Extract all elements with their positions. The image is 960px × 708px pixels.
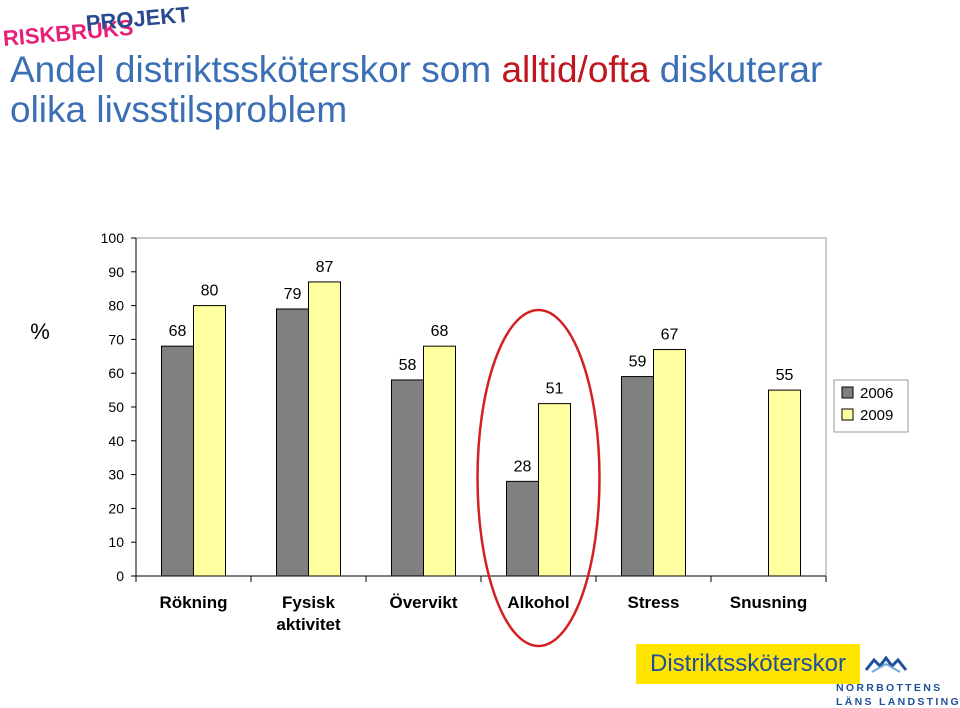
org-name-line2: LÄNS LANDSTING — [836, 696, 960, 708]
data-label-2009-2: 68 — [431, 323, 449, 340]
y-tick-label-90: 90 — [108, 264, 124, 280]
bar-2006-0 — [161, 345, 194, 577]
y-tick-label-0: 0 — [116, 568, 124, 584]
y-tick-label-10: 10 — [108, 534, 124, 550]
title-part1: Andel distriktssköterskor som — [10, 49, 502, 90]
y-tick-label-70: 70 — [108, 331, 124, 347]
bar-2006-3 — [506, 480, 539, 577]
data-label-2006-4: 59 — [629, 354, 647, 371]
data-label-2009-0: 80 — [201, 283, 219, 300]
x-tick-label-5-0: Snusning — [730, 593, 807, 612]
bar-2009-5 — [768, 389, 801, 577]
bar-2006-4 — [621, 376, 654, 577]
legend-label-2009: 2009 — [860, 407, 893, 424]
alkohol-highlight-ellipse — [476, 308, 601, 648]
data-label-2006-0: 68 — [169, 323, 187, 340]
data-label-2009-1: 87 — [316, 259, 334, 276]
y-tick-label-60: 60 — [108, 365, 124, 381]
logo-wave-icon — [871, 662, 901, 673]
data-label-2006-2: 58 — [399, 357, 417, 374]
legend-swatch-2006 — [841, 386, 854, 399]
bar-2009-2 — [423, 345, 456, 577]
data-label-2009-4: 67 — [661, 327, 679, 344]
page-title: Andel distriktssköterskor som alltid/oft… — [10, 50, 950, 130]
logo-mountain-icon — [864, 656, 908, 671]
title-accent: alltid/ofta — [501, 49, 650, 90]
legend-swatch-2009 — [841, 408, 854, 421]
target-group-badge: Distriktssköterskor — [636, 644, 860, 684]
y-axis-label: % — [30, 319, 50, 344]
x-tick-label-1-1: aktivitet — [276, 615, 341, 634]
x-tick-label-3-0: Alkohol — [507, 593, 569, 612]
title-line2: olika livsstilsproblem — [10, 89, 348, 130]
bar-2009-1 — [308, 281, 341, 577]
bar-2006-2 — [391, 379, 424, 577]
x-tick-label-2-0: Övervikt — [389, 593, 457, 612]
data-label-2006-3: 28 — [514, 458, 532, 475]
title-part2: diskuterar — [649, 49, 823, 90]
x-tick-label-1-0: Fysisk — [282, 593, 335, 612]
y-tick-label-40: 40 — [108, 433, 124, 449]
y-tick-label-20: 20 — [108, 500, 124, 516]
bar-2009-3 — [538, 403, 571, 577]
bar-2009-0 — [193, 305, 226, 577]
x-tick-label-4-0: Stress — [628, 593, 680, 612]
data-label-2009-3: 51 — [546, 381, 564, 398]
y-tick-label-50: 50 — [108, 399, 124, 415]
riskbruksprojektet-logo: RISKBRUKS PROJEKTET — [2, 0, 190, 48]
org-name-line1: NORRBOTTENS — [836, 682, 943, 694]
data-label-2006-1: 79 — [284, 286, 302, 303]
y-tick-label-30: 30 — [108, 467, 124, 483]
y-tick-label-100: 100 — [101, 230, 125, 246]
bar-2009-4 — [653, 349, 686, 577]
y-tick-label-80: 80 — [108, 298, 124, 314]
norrbotten-logo — [864, 656, 908, 673]
legend-label-2006: 2006 — [860, 385, 893, 402]
bar-2006-1 — [276, 308, 309, 577]
data-label-2009-5: 55 — [776, 367, 794, 384]
x-tick-label-0-0: Rökning — [160, 593, 228, 612]
